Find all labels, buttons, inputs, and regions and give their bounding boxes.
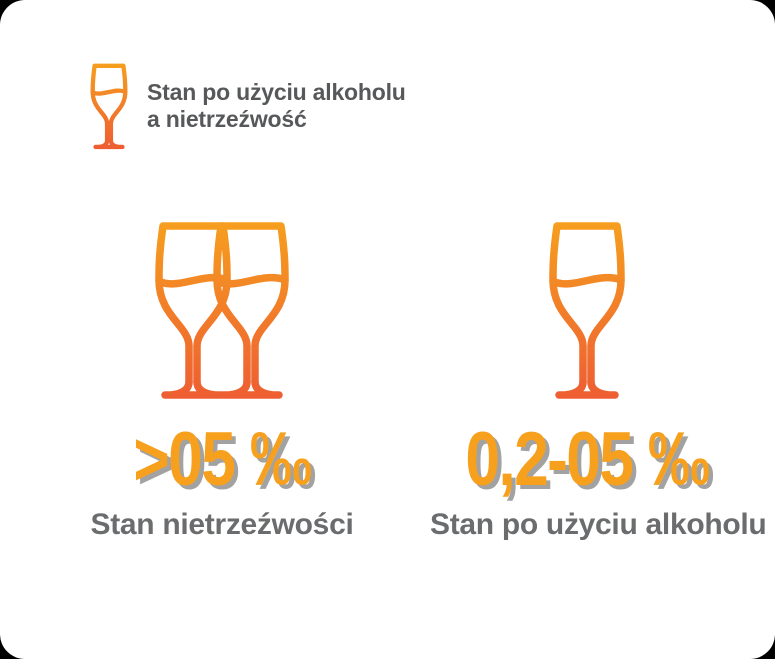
page-title-line2: a nietrzeźwość <box>147 106 307 132</box>
intoxication-label: Stan nietrzeźwości <box>90 508 354 541</box>
page-title-line1: Stan po użyciu alkoholu <box>147 79 406 105</box>
header: Stan po użyciu alkoholu a nietrzeźwość <box>85 62 406 153</box>
column-intoxication: >05 ‰ Stan nietrzeźwości <box>72 218 372 542</box>
header-wine-glass-icon <box>85 62 133 153</box>
page-title: Stan po użyciu alkoholu a nietrzeźwość <box>147 62 406 133</box>
two-wine-glasses-icon <box>149 218 295 408</box>
after-use-label: Stan po użyciu alkoholu <box>430 508 767 541</box>
after-use-range-value: 0,2-05 ‰ <box>465 417 710 502</box>
wine-glass-icon <box>537 218 637 408</box>
column-after-use: 0,2-05 ‰ Stan po użyciu alkoholu <box>430 218 767 542</box>
intoxication-threshold-value: >05 ‰ <box>133 417 312 502</box>
